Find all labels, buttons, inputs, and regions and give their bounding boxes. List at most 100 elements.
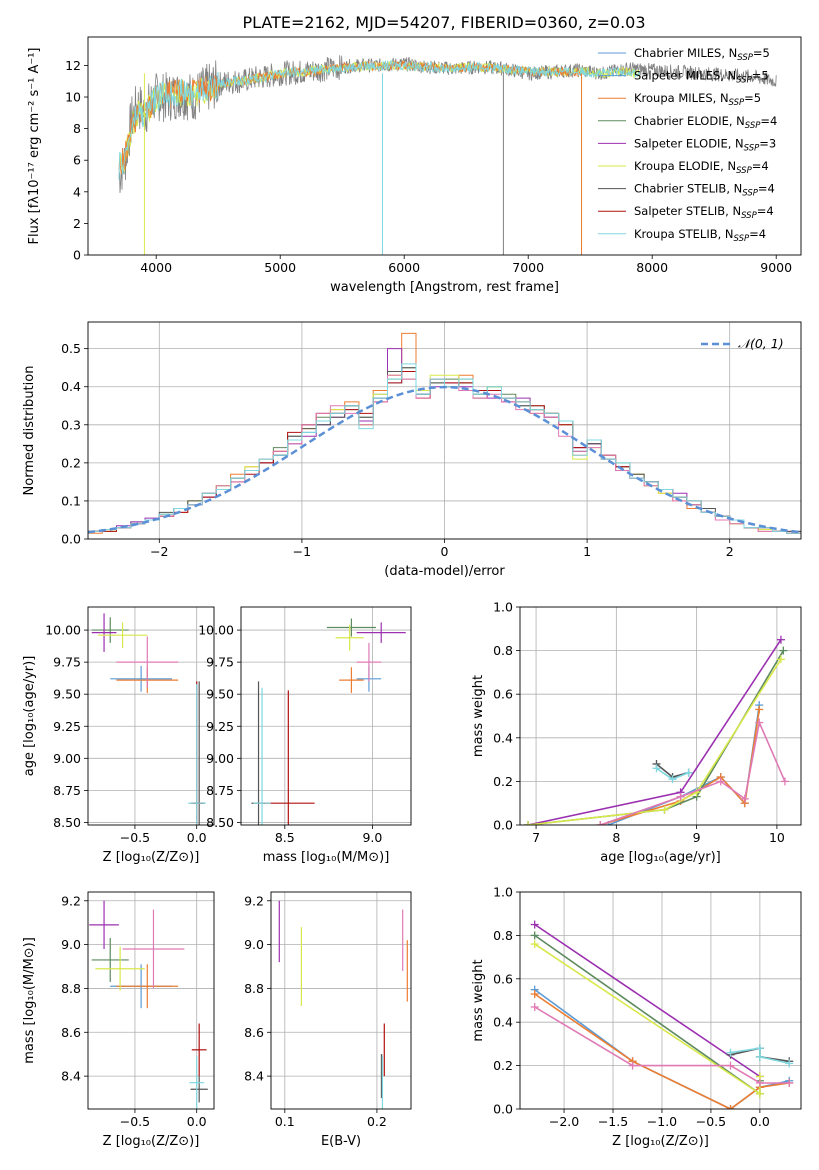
- plot-area-spectrum: [118, 55, 777, 255]
- x-axis-label: (data-model)/error: [384, 564, 505, 579]
- legend-label-sub: SSP: [741, 211, 757, 221]
- axes-frame: [519, 891, 802, 1110]
- plot-area-weight_vs_z: [520, 892, 801, 1109]
- gaussian-curve: [88, 385, 801, 534]
- legend-label: Chabrier STELIB, NSSP=4: [634, 182, 775, 199]
- x-tick-label: 9: [693, 830, 701, 845]
- weight-series-line: [600, 719, 786, 825]
- y-tick-label: 9.0: [244, 937, 264, 952]
- histogram-series: [88, 363, 801, 539]
- y-axis-label: age [log₁₀(age/yr)]: [22, 656, 37, 777]
- chart-residuals: −2 −1 0 1 2 0.0 0.1 0.2 0.3 0.4 0.5 (data-model)/er…: [22, 321, 802, 579]
- x-tick-label: −2: [150, 544, 168, 559]
- y-axis-label: Normed distribution: [22, 366, 37, 496]
- y-tick-label: 8.75: [53, 783, 81, 798]
- legend-label-text: Salpeter MILES, N: [634, 69, 736, 83]
- y-tick-label: 9.0: [61, 937, 81, 952]
- series-model-spectrum: [118, 60, 641, 180]
- chart-weight_vs_z: −2.0 −1.5 −1.0 −0.5 0.0 0.0 0.2 0.4 0.6 0.8 1.0 Z […: [471, 885, 802, 1149]
- y-tick-label: 1.0: [493, 600, 513, 615]
- legend-label-text: Salpeter ELODIE, N: [634, 136, 744, 150]
- y-tick-label: 4: [73, 184, 81, 199]
- legend-label-sub: SSP: [744, 143, 760, 153]
- x-axis-label: Z [log₁₀(Z/Z⊙)]: [103, 1134, 200, 1149]
- y-tick-label: 0.2: [493, 1058, 513, 1073]
- legend-label-text: Salpeter STELIB, N: [634, 204, 741, 218]
- x-tick-label: 5000: [264, 260, 296, 275]
- y-tick-label: 9.00: [206, 751, 234, 766]
- legend-label-sub: SSP: [736, 76, 752, 86]
- plot-area-age_vs_mass: [241, 607, 411, 825]
- x-tick-label: 8000: [636, 260, 668, 275]
- y-tick-label: 9.75: [206, 655, 234, 670]
- y-tick-label: 0.8: [493, 643, 513, 658]
- legend-label: Salpeter STELIB, NSSP=4: [634, 204, 774, 221]
- x-tick-label: 1: [583, 544, 591, 559]
- x-tick-label: −2.0: [549, 1114, 579, 1129]
- legend-label-suffix: =4: [758, 182, 775, 196]
- y-tick-label: 9.2: [244, 893, 264, 908]
- x-axis-label: Z [log₁₀(Z/Z⊙)]: [103, 850, 200, 865]
- x-axis-label: mass [log₁₀(M/M⊙)]: [263, 850, 390, 865]
- y-tick-label: 8: [73, 121, 81, 136]
- y-tick-label: 8.50: [206, 815, 234, 830]
- x-tick-label: 0.1: [275, 1114, 295, 1129]
- y-tick-label: 9.75: [53, 655, 81, 670]
- x-axis-label: age [log₁₀(age/yr)]: [600, 850, 721, 865]
- y-tick-label: 0.4: [493, 730, 513, 745]
- series-model-spectrum: [118, 60, 641, 174]
- x-tick-label: 9000: [760, 260, 792, 275]
- weight-series-line: [534, 943, 761, 1096]
- chart-age_vs_mass: 8.5 9.0 8.50 8.75 9.00 9.25 9.50 9.75 10.00 mass …: [198, 606, 412, 865]
- legend-label: 𝒩(0, 1): [738, 336, 784, 351]
- weight-series-line: [534, 993, 790, 1109]
- axes-frame: [240, 606, 412, 826]
- y-axis-label: mass [log₁₀(M/M⊙)]: [22, 937, 37, 1064]
- y-tick-label: 0.6: [493, 971, 513, 986]
- y-tick-label: 0.1: [61, 493, 81, 508]
- y-tick-label: 8.6: [244, 1025, 264, 1040]
- y-tick-label: 0.6: [493, 687, 513, 702]
- legend-label-sub: SSP: [729, 98, 745, 108]
- chart-mass_vs_z: −0.5 0.0 8.4 8.6 8.8 9.0 9.2 Z [log₁₀(Z/Z⊙)] mas…: [22, 891, 215, 1149]
- legend-label: Chabrier MILES, NSSP=5: [634, 46, 770, 63]
- legend-label-suffix: =5: [753, 46, 770, 60]
- y-tick-label: 6: [73, 153, 81, 168]
- legend-label-sub: SSP: [742, 189, 758, 199]
- plot-area-mass_vs_ebv: [271, 892, 411, 1109]
- chart-weight_vs_age: 7 8 9 10 0.0 0.2 0.4 0.6 0.8 1.0 age [log₁₀(age/yr…: [471, 600, 802, 865]
- y-tick-label: 9.50: [53, 687, 81, 702]
- x-axis-label: wavelength [Angstrom, rest frame]: [330, 280, 559, 295]
- legend-label-suffix: =5: [752, 69, 769, 83]
- weight-series-line: [730, 1047, 790, 1065]
- plot-area-residuals: [88, 322, 801, 539]
- axes-frame: [87, 36, 802, 256]
- weight-series-line: [600, 709, 761, 825]
- x-tick-label: 7: [532, 830, 540, 845]
- y-axis-label: mass weight: [471, 959, 486, 1041]
- weight-series-line: [534, 923, 761, 1078]
- x-tick-label: −1.0: [647, 1114, 677, 1129]
- axes-frame: [519, 606, 802, 826]
- y-tick-label: 0.4: [493, 1015, 513, 1030]
- y-tick-label: 8.8: [244, 981, 264, 996]
- legend-label-text: Chabrier MILES, N: [634, 46, 737, 60]
- y-tick-label: 8.8: [61, 981, 81, 996]
- y-tick-label: 0.0: [493, 1102, 513, 1117]
- x-tick-label: 4000: [140, 260, 172, 275]
- x-axis-label: E(B-V): [321, 1134, 361, 1149]
- y-tick-label: 12: [65, 58, 81, 73]
- x-tick-label: 6000: [388, 260, 420, 275]
- legend-label-sub: SSP: [737, 53, 753, 63]
- x-tick-label: −0.5: [120, 1114, 150, 1129]
- y-tick-label: 0.3: [61, 417, 81, 432]
- legend-label-text: Kroupa ELODIE, N: [634, 159, 736, 173]
- x-tick-label: 8.5: [275, 830, 295, 845]
- y-tick-label: 8.75: [206, 783, 234, 798]
- legend-label-sub: SSP: [734, 234, 750, 244]
- y-tick-label: 0: [73, 248, 81, 263]
- legend-label-text: Kroupa STELIB, N: [634, 227, 734, 241]
- y-tick-label: 8.6: [61, 1025, 81, 1040]
- chart-spectrum: 4000 5000 6000 7000 8000 9000 0 2 4 6 8 10 12 wavelen…: [27, 36, 802, 295]
- chart-age_vs_z: −0.5 0.0 8.50 8.75 9.00 9.25 9.50 9.75 10.00 Z [l…: [22, 606, 215, 865]
